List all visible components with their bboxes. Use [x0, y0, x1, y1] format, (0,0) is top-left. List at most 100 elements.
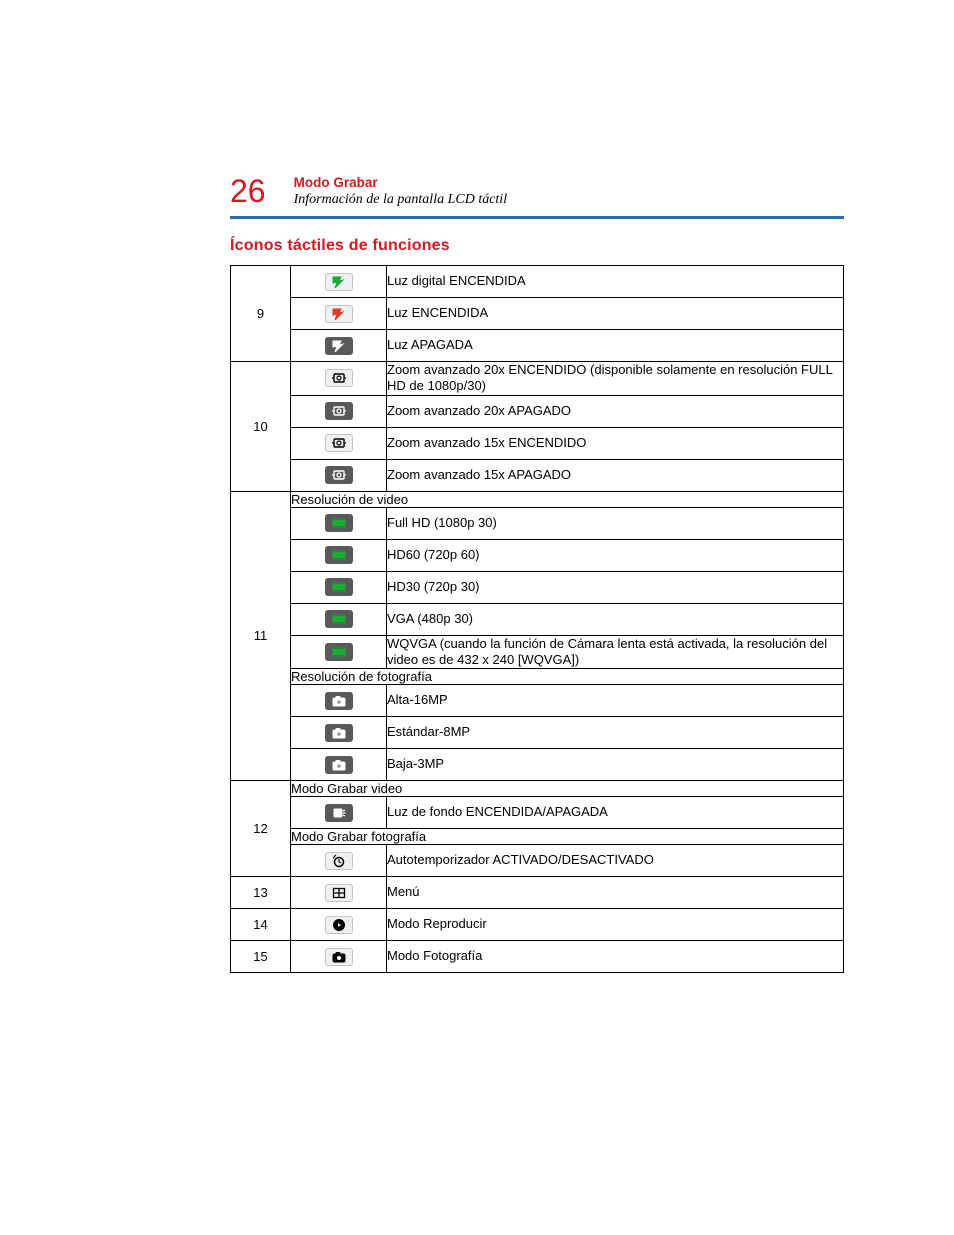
group-number: 14	[231, 909, 291, 941]
description: Full HD (1080p 30)	[387, 507, 844, 539]
menu-icon	[325, 884, 353, 902]
zoom-icon	[325, 369, 353, 387]
table-row: 12Modo Grabar video	[231, 781, 844, 797]
icon-cell	[291, 717, 387, 749]
zoom-icon	[325, 402, 353, 420]
flashlight-icon	[325, 273, 353, 291]
icon-cell	[291, 571, 387, 603]
table-row: 9 Luz digital ENCENDIDA	[231, 266, 844, 298]
icon-cell	[291, 266, 387, 298]
table-row: Luz de fondo ENCENDIDA/APAGADA	[231, 797, 844, 829]
subheader: Resolución de fotografía	[291, 669, 844, 685]
icons-table: 9 Luz digital ENCENDIDA Luz ENCENDIDA Lu…	[230, 265, 844, 973]
film-icon	[325, 610, 353, 628]
play-icon	[325, 916, 353, 934]
section-title: Íconos táctiles de funciones	[230, 237, 844, 255]
icon-cell	[291, 395, 387, 427]
table-row: Luz APAGADA	[231, 330, 844, 362]
zoom-icon	[325, 434, 353, 452]
icon-cell	[291, 941, 387, 973]
group-number: 12	[231, 781, 291, 877]
table-row: Baja-3MP	[231, 749, 844, 781]
subheader: Resolución de video	[291, 491, 844, 507]
film-icon	[325, 578, 353, 596]
table-row: WQVGA (cuando la función de Cámara lenta…	[231, 635, 844, 669]
icon-cell	[291, 909, 387, 941]
description: HD30 (720p 30)	[387, 571, 844, 603]
film-icon	[325, 546, 353, 564]
description: Zoom avanzado 15x APAGADO	[387, 459, 844, 491]
description: Modo Reproducir	[387, 909, 844, 941]
flashlight-icon	[325, 305, 353, 323]
table-row: VGA (480p 30)	[231, 603, 844, 635]
photo-icon	[325, 756, 353, 774]
film-icon	[325, 514, 353, 532]
icon-cell	[291, 603, 387, 635]
page-header: 26 Modo Grabar Información de la pantall…	[230, 175, 844, 219]
table-row: Alta-16MP	[231, 685, 844, 717]
chapter-title: Modo Grabar	[294, 175, 508, 190]
icon-cell	[291, 459, 387, 491]
description: Menú	[387, 877, 844, 909]
subheader: Modo Grabar fotografía	[291, 829, 844, 845]
page-number: 26	[230, 175, 276, 207]
icon-cell	[291, 749, 387, 781]
camera-icon	[325, 948, 353, 966]
group-number: 15	[231, 941, 291, 973]
table-row: Luz ENCENDIDA	[231, 298, 844, 330]
photo-icon	[325, 692, 353, 710]
table-row: Zoom avanzado 20x APAGADO	[231, 395, 844, 427]
header-text: Modo Grabar Información de la pantalla L…	[294, 175, 508, 208]
timer-icon	[325, 852, 353, 870]
table-row: HD60 (720p 60)	[231, 539, 844, 571]
group-number: 13	[231, 877, 291, 909]
icon-cell	[291, 362, 387, 396]
icon-cell	[291, 845, 387, 877]
icon-cell	[291, 877, 387, 909]
film-icon	[325, 643, 353, 661]
table-row: 14 Modo Reproducir	[231, 909, 844, 941]
icon-cell	[291, 298, 387, 330]
table-row: Zoom avanzado 15x APAGADO	[231, 459, 844, 491]
description: Modo Fotografía	[387, 941, 844, 973]
table-row: HD30 (720p 30)	[231, 571, 844, 603]
icon-cell	[291, 685, 387, 717]
description: HD60 (720p 60)	[387, 539, 844, 571]
description: Zoom avanzado 15x ENCENDIDO	[387, 427, 844, 459]
zoom-icon	[325, 466, 353, 484]
flashlight-icon	[325, 337, 353, 355]
icon-cell	[291, 797, 387, 829]
group-number: 9	[231, 266, 291, 362]
table-row: 11Resolución de video	[231, 491, 844, 507]
group-number: 10	[231, 362, 291, 492]
table-row: Zoom avanzado 15x ENCENDIDO	[231, 427, 844, 459]
backlight-icon	[325, 804, 353, 822]
description: Luz digital ENCENDIDA	[387, 266, 844, 298]
table-row: Resolución de fotografía	[231, 669, 844, 685]
icon-cell	[291, 330, 387, 362]
description: Luz de fondo ENCENDIDA/APAGADA	[387, 797, 844, 829]
description: Luz ENCENDIDA	[387, 298, 844, 330]
table-row: 15 Modo Fotografía	[231, 941, 844, 973]
description: WQVGA (cuando la función de Cámara lenta…	[387, 635, 844, 669]
description: Zoom avanzado 20x APAGADO	[387, 395, 844, 427]
table-row: Estándar-8MP	[231, 717, 844, 749]
group-number: 11	[231, 491, 291, 781]
description: Baja-3MP	[387, 749, 844, 781]
icon-cell	[291, 427, 387, 459]
description: Estándar-8MP	[387, 717, 844, 749]
photo-icon	[325, 724, 353, 742]
icon-cell	[291, 539, 387, 571]
icon-cell	[291, 507, 387, 539]
table-row: 10 Zoom avanzado 20x ENCENDIDO (disponib…	[231, 362, 844, 396]
table-row: Modo Grabar fotografía	[231, 829, 844, 845]
icon-cell	[291, 635, 387, 669]
table-row: Full HD (1080p 30)	[231, 507, 844, 539]
description: Alta-16MP	[387, 685, 844, 717]
description: Zoom avanzado 20x ENCENDIDO (disponible …	[387, 362, 844, 396]
description: VGA (480p 30)	[387, 603, 844, 635]
subheader: Modo Grabar video	[291, 781, 844, 797]
chapter-subtitle: Información de la pantalla LCD táctil	[294, 190, 508, 208]
table-row: Autotemporizador ACTIVADO/DESACTIVADO	[231, 845, 844, 877]
description: Autotemporizador ACTIVADO/DESACTIVADO	[387, 845, 844, 877]
